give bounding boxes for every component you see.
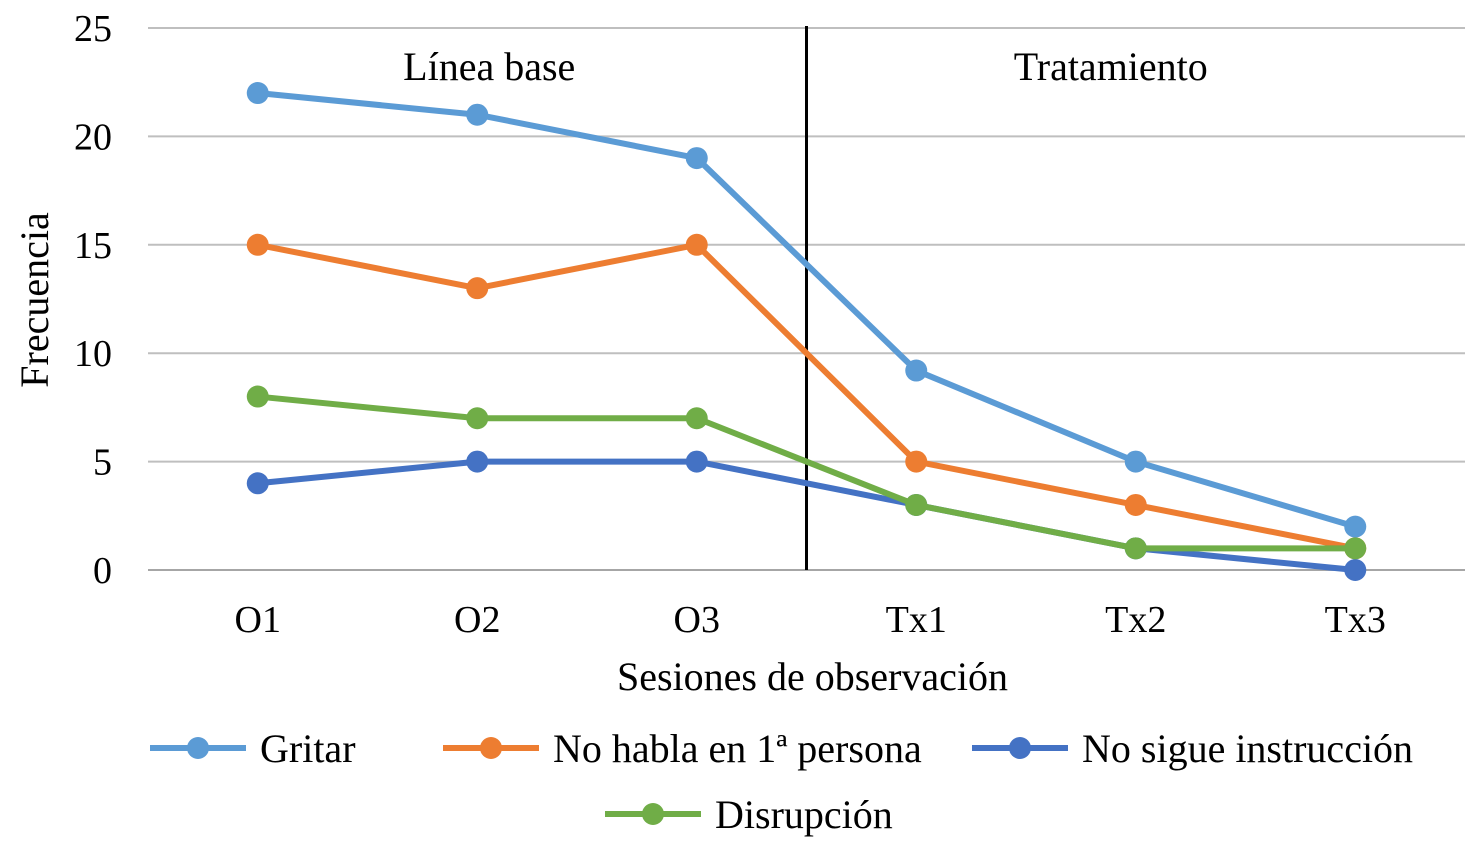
data-point xyxy=(466,407,489,430)
data-point xyxy=(905,450,928,473)
y-tick-label: 0 xyxy=(93,550,112,592)
x-tick-label: Tx1 xyxy=(886,599,947,641)
data-point xyxy=(466,103,489,126)
y-tick-label: 5 xyxy=(93,442,112,484)
data-point xyxy=(905,493,928,516)
data-point xyxy=(1344,537,1367,560)
y-tick-label: 20 xyxy=(74,116,112,158)
axes: 0 5 10 15 20 25 O1 O2 O3 Tx1 Tx2 Tx3 xyxy=(74,8,1386,641)
data-point xyxy=(246,472,269,495)
data-point xyxy=(466,277,489,300)
data-point xyxy=(246,233,269,256)
data-point xyxy=(1124,450,1147,473)
legend-label: Disrupción xyxy=(715,792,893,837)
series-lines xyxy=(246,82,1367,581)
legend-swatch-marker xyxy=(642,803,664,825)
legend-item: No habla en 1ª persona xyxy=(443,726,922,771)
phase-label-baseline: Línea base xyxy=(403,44,575,89)
legend-item: No sigue instrucción xyxy=(972,726,1413,771)
x-tick-label: O1 xyxy=(235,599,281,641)
x-axis-title: Sesiones de observación xyxy=(617,654,1008,699)
data-point xyxy=(1344,515,1367,538)
series-line xyxy=(254,393,1359,552)
data-point xyxy=(685,450,708,473)
series-3 xyxy=(246,385,1367,560)
legend-item: Disrupción xyxy=(605,792,893,837)
legend: Gritar No habla en 1ª persona No sigue ins… xyxy=(150,726,1413,837)
y-axis-title: Frecuencia xyxy=(12,212,57,388)
data-point xyxy=(685,233,708,256)
x-tick-label: O3 xyxy=(674,599,720,641)
data-point xyxy=(685,147,708,170)
y-tick-label: 15 xyxy=(74,225,112,267)
data-point xyxy=(1124,537,1147,560)
legend-item: Gritar xyxy=(150,726,356,771)
data-point xyxy=(685,407,708,430)
x-tick-label: O2 xyxy=(454,599,500,641)
legend-label: No habla en 1ª persona xyxy=(553,726,922,771)
series-line xyxy=(254,90,1359,530)
phase-label-treatment: Tratamiento xyxy=(1014,44,1208,89)
legend-swatch-marker xyxy=(480,737,502,759)
data-point xyxy=(466,450,489,473)
data-point xyxy=(246,385,269,408)
series-0 xyxy=(246,82,1367,538)
legend-swatch-marker xyxy=(187,737,209,759)
series-line xyxy=(254,241,1359,552)
data-point xyxy=(1344,559,1367,581)
legend-label: No sigue instrucción xyxy=(1082,726,1413,771)
data-point xyxy=(1124,493,1147,516)
legend-swatch-marker xyxy=(1009,737,1031,759)
data-point xyxy=(246,82,269,105)
x-tick-label: Tx3 xyxy=(1325,599,1386,641)
y-tick-label: 25 xyxy=(74,8,112,50)
legend-label: Gritar xyxy=(260,726,356,771)
y-tick-label: 10 xyxy=(74,333,112,375)
data-point xyxy=(905,359,928,382)
series-line xyxy=(254,458,1359,573)
x-tick-label: Tx2 xyxy=(1105,599,1166,641)
